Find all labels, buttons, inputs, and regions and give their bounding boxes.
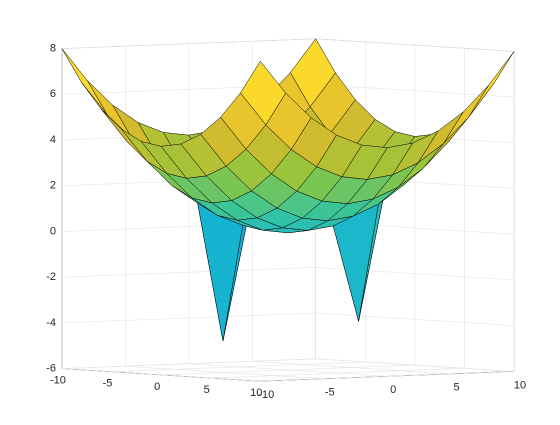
z-tick-label: 2 — [50, 180, 56, 192]
x-tick-label: -10 — [50, 375, 66, 387]
z-tick-label: -2 — [46, 271, 56, 283]
x-tick-label: -5 — [103, 378, 113, 390]
z-tick-label: 0 — [50, 225, 56, 237]
x-tick-label: 5 — [204, 384, 210, 396]
grid-line — [260, 371, 515, 382]
grid-line — [125, 365, 324, 380]
y-tick-label: -10 — [258, 389, 274, 401]
x-tick-label: 0 — [154, 381, 160, 393]
y-tick-label: 0 — [390, 384, 396, 396]
surface-patch — [87, 80, 133, 140]
z-tick-label: 4 — [50, 134, 56, 146]
grid-line — [188, 363, 388, 377]
grid-line — [315, 358, 515, 372]
grid-line — [252, 360, 451, 375]
y-tick-label: 10 — [514, 379, 526, 391]
surface-patch — [61, 48, 108, 115]
grid-line — [61, 368, 261, 382]
z-tick-label: -6 — [46, 363, 56, 375]
z-tick-label: 6 — [50, 88, 56, 100]
x-tick-label: 10 — [250, 387, 262, 399]
z-tick-label: 8 — [50, 43, 56, 55]
surface-patch — [468, 51, 515, 118]
z-tick-label: -4 — [46, 317, 56, 329]
y-tick-label: -5 — [325, 387, 335, 399]
surface-patch — [240, 60, 286, 126]
y-tick-label: 5 — [454, 382, 460, 394]
